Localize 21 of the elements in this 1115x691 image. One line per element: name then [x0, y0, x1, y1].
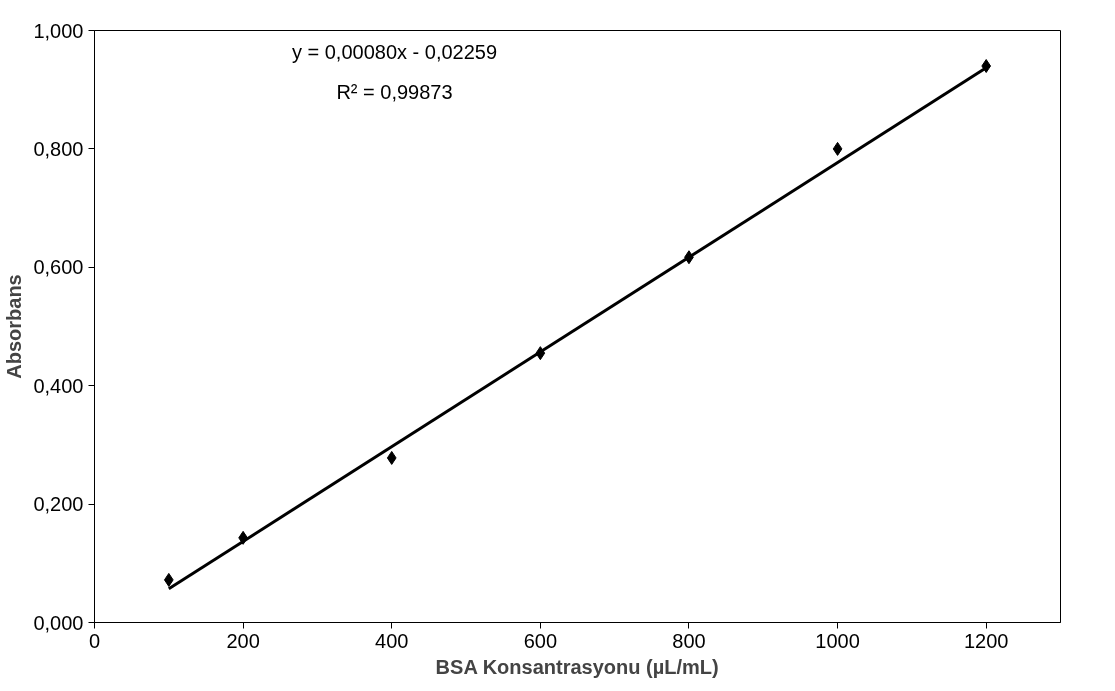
x-tick-label: 1000 [815, 629, 860, 652]
y-tick-label: 0,200 [33, 493, 84, 516]
point [386, 450, 397, 465]
point [163, 572, 174, 587]
x-axis-title: BSA Konsantrasyonu (µL/mL) [435, 655, 719, 678]
y-tick-label: 1,000 [33, 19, 84, 42]
y-tick-label: 0,000 [33, 611, 84, 634]
y-axis-title: Absorbans [3, 274, 26, 379]
point [981, 59, 992, 74]
x-tick-label: 0 [88, 629, 101, 652]
y-tick-label: 0,800 [33, 137, 84, 160]
point [832, 141, 843, 156]
y-tick-label: 0,400 [33, 374, 84, 397]
y-tick-label: 0,600 [33, 256, 84, 279]
x-tick-label: 200 [226, 629, 260, 652]
x-tick-label: 600 [523, 629, 558, 652]
annotation: y = 0,00080x - 0,02259 [291, 40, 498, 63]
annotation: R² = 0,99873 [336, 80, 453, 103]
x-tick-label: 400 [375, 629, 409, 652]
x-tick-label: 800 [672, 629, 706, 652]
x-tick-label: 1200 [963, 629, 1009, 652]
